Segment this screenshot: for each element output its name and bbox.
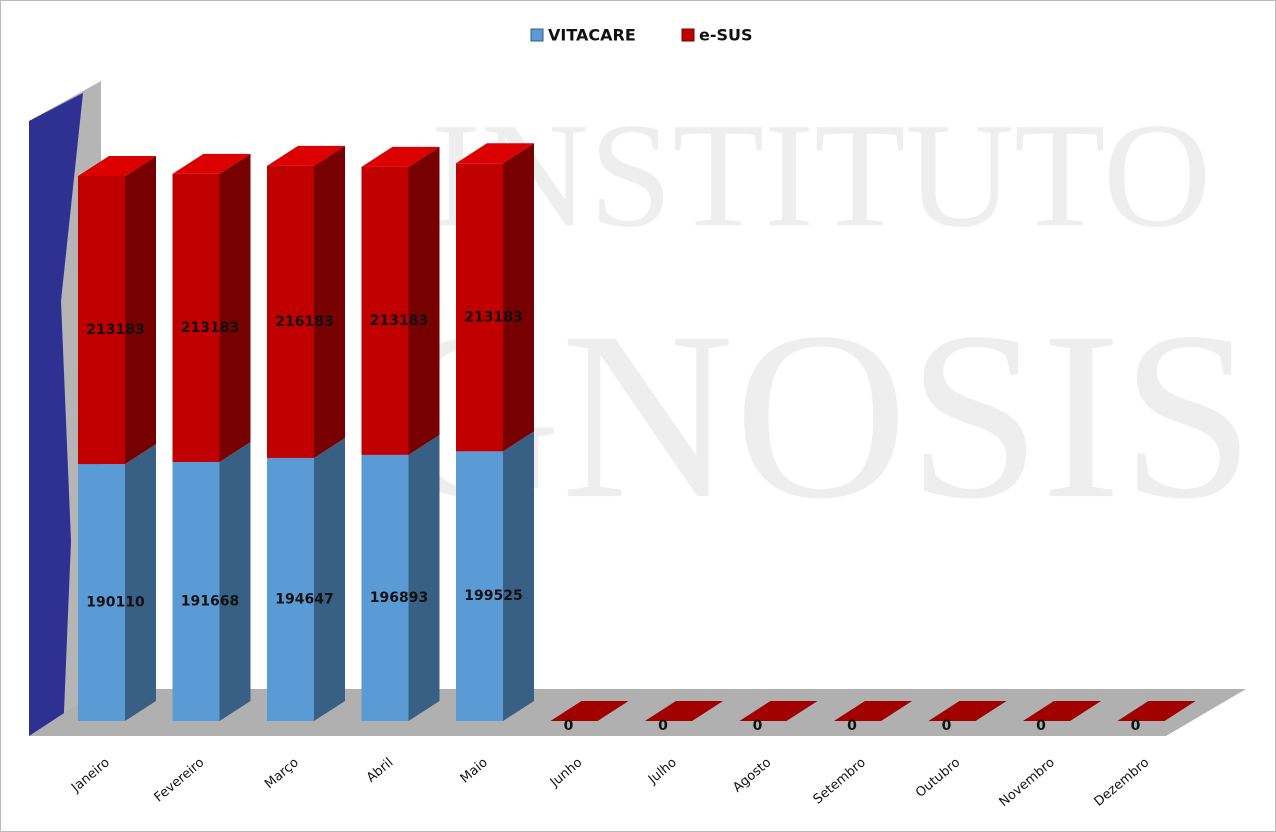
bar-segment [834,701,912,721]
data-label: 194647 [275,591,333,607]
data-label: 0 [753,718,763,734]
legend-swatch [681,28,695,42]
bar-segment [172,441,251,721]
x-tick-label: Novembro [997,755,1058,810]
x-tick-label: Julho [645,755,680,788]
bar-side [314,145,345,458]
bar-segment [456,431,534,721]
data-label: 0 [942,718,952,734]
bar-front [361,166,409,455]
bar-top [1023,701,1101,721]
bar-segment [361,146,440,455]
bar-top [361,146,440,167]
data-label: 213183 [464,309,522,325]
bar-front [456,451,503,721]
bar-front [456,163,503,452]
bar-front [172,173,220,462]
bar-front [267,457,314,721]
data-label: 190110 [86,595,145,611]
bar-segment [1023,701,1101,721]
bar-front [172,461,220,721]
data-label: 213183 [86,322,144,338]
bar-top [267,145,345,166]
bar-segment [172,153,251,462]
bar-front [78,176,125,465]
bar-top [172,153,251,174]
bar-front [361,454,409,721]
x-tick-label: Outubro [913,755,963,801]
x-tick-label: Abril [364,755,396,786]
legend-label: VITACARE [548,26,636,45]
bar-segment [78,156,156,465]
bar-front [267,165,314,458]
bar-side [408,434,440,721]
x-tick-label: Agosto [730,755,774,795]
x-tick-label: Março [262,755,302,792]
bar-side [314,437,345,721]
legend-label: e-SUS [699,26,753,45]
bar-top [645,701,723,721]
data-label: 0 [1036,718,1046,734]
data-label: 0 [1131,718,1141,734]
x-tick-label: Setembro [811,755,869,807]
bar-segment [361,434,440,721]
bar-segment [78,444,156,721]
bar-top [834,701,912,721]
bar-segment [456,143,534,452]
bar-segment [739,701,818,721]
bar-top [456,143,534,164]
data-label: 191668 [181,593,239,609]
bar-side [408,146,440,455]
x-tick-label: Dezembro [1092,755,1153,809]
data-label: 216183 [275,314,333,330]
bar-segment [928,701,1007,721]
data-label: 0 [564,718,574,734]
data-label: 0 [658,718,668,734]
bar-side [125,444,156,721]
bar-front [78,464,125,721]
bar-top [928,701,1007,721]
data-label: 213183 [370,313,428,329]
bar-segment [267,437,345,721]
watermark: INSTITUTO [431,92,1211,258]
bar-side [219,153,251,462]
wall-decoration [29,93,83,736]
data-label: 199525 [464,588,522,604]
bar-segment [550,701,629,721]
bar-segment [645,701,723,721]
data-label: 0 [847,718,857,734]
data-label: 213183 [181,320,239,336]
bar-side [219,441,251,721]
bar-side [503,143,534,452]
x-tick-label: Janeiro [68,755,113,796]
x-tick-label: Fevereiro [152,755,208,805]
bar-side [125,156,156,465]
legend-swatch [530,28,544,42]
bar-side [503,431,534,721]
bar-top [78,156,156,176]
bar-top [739,701,818,721]
x-tick-label: Junho [547,755,585,791]
data-label: 196893 [370,590,428,606]
bar-top [1117,701,1196,721]
bar-segment [267,145,345,458]
x-tick-label: Maio [458,755,491,786]
bar-segment [1117,701,1196,721]
bar-top [550,701,629,721]
